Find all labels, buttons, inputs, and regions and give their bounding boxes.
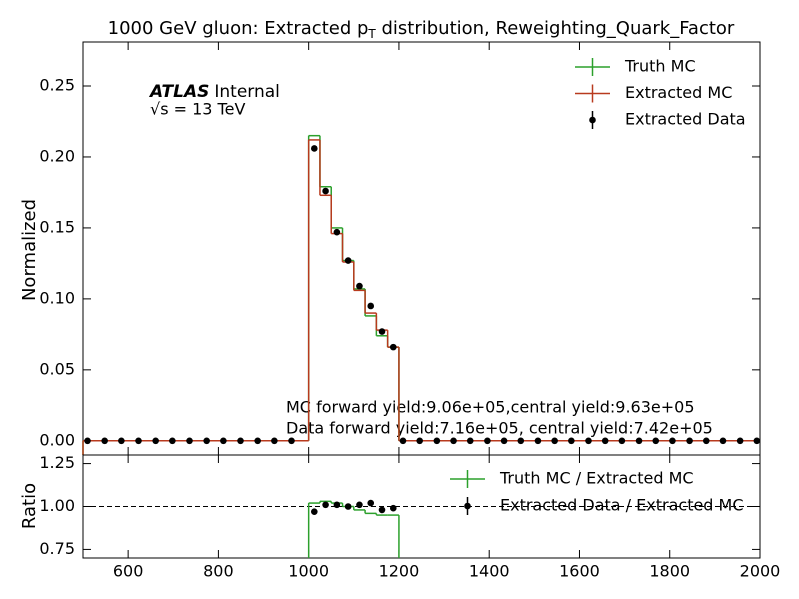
data-point	[322, 187, 329, 195]
x-tick-label: 1800	[649, 562, 690, 581]
data-point	[84, 437, 91, 445]
x-tick-label: 1000	[288, 562, 329, 581]
legend-marker	[589, 116, 596, 124]
data-point	[356, 282, 363, 290]
legend-marker	[464, 502, 471, 510]
data-point	[753, 437, 761, 445]
y-axis-label: Normalized	[19, 199, 40, 301]
data-point	[118, 437, 125, 445]
data-point	[736, 437, 744, 445]
y-tick-label: 0.15	[39, 217, 75, 236]
x-tick-label: 600	[113, 562, 144, 581]
data-point	[356, 501, 363, 509]
data-point	[333, 501, 341, 509]
data-point	[389, 504, 397, 512]
data-point	[288, 437, 295, 445]
data-point	[450, 437, 457, 445]
y-tick-label: 0.00	[39, 430, 75, 449]
data-point	[101, 437, 108, 445]
x-tick-label: 800	[203, 562, 234, 581]
title-subscript: T	[367, 27, 376, 41]
data-point	[135, 437, 142, 445]
annotation: MC forward yield:9.06e+05,central yield:…	[286, 398, 695, 417]
data-point	[517, 437, 525, 445]
data-point	[220, 437, 227, 445]
status: Internal	[214, 82, 280, 102]
legend-label: Extracted Data / Extracted MC	[500, 496, 744, 515]
data-point	[652, 437, 660, 445]
data-point	[237, 437, 244, 445]
data-point	[254, 437, 261, 445]
legend-label: Truth MC / Extracted MC	[499, 469, 694, 488]
data-point	[618, 437, 626, 445]
x-tick-label: 1200	[379, 562, 420, 581]
data-point	[311, 145, 318, 152]
data-point	[203, 437, 210, 445]
data-point	[333, 228, 341, 236]
data-point	[702, 437, 710, 445]
energy-label: √s = 13 TeV	[150, 100, 245, 119]
data-point	[585, 437, 592, 445]
data-point	[271, 437, 278, 445]
data-point	[378, 506, 386, 514]
experiment-label: ATLAS Internal	[148, 82, 280, 102]
data-point	[367, 499, 375, 507]
data-point	[500, 437, 508, 445]
data-point	[389, 343, 397, 351]
data-point	[367, 302, 375, 310]
data-point	[534, 437, 542, 445]
data-point	[152, 437, 159, 445]
data-point	[551, 437, 558, 445]
data-point	[719, 437, 727, 445]
data-point	[169, 437, 176, 445]
legend-label: Truth MC	[624, 57, 696, 76]
y-axis-label: Ratio	[19, 483, 40, 529]
data-point	[601, 437, 609, 445]
y-tick-label: 1.00	[39, 496, 75, 515]
chart-title: 1000 GeV gluon: Extracted pT distributio…	[108, 18, 735, 41]
data-point	[344, 257, 352, 264]
data-point	[669, 437, 676, 445]
y-tick-label: 1.25	[39, 453, 75, 472]
y-tick-label: 0.25	[39, 75, 75, 94]
y-tick-label: 0.05	[39, 359, 75, 378]
title-text: 1000 GeV gluon: Extracted p	[108, 18, 369, 39]
x-tick-label: 2000	[740, 562, 781, 581]
data-point	[484, 437, 491, 445]
data-point	[416, 437, 423, 445]
y-tick-label: 0.75	[39, 539, 75, 558]
data-point	[344, 503, 352, 510]
data-point	[311, 508, 318, 515]
data-point	[378, 328, 386, 335]
data-point	[466, 437, 474, 445]
data-point	[186, 437, 193, 445]
annotation: Data forward yield:7.16e+05, central yie…	[286, 419, 713, 438]
data-point	[433, 437, 441, 445]
legend-label: Extracted MC	[625, 83, 732, 102]
data-point	[322, 501, 329, 509]
experiment: ATLAS	[148, 82, 209, 102]
data-point	[399, 437, 407, 445]
data-point	[686, 437, 693, 445]
legend-label: Extracted Data	[625, 110, 746, 129]
data-point	[568, 437, 575, 445]
x-tick-label: 1400	[469, 562, 510, 581]
x-tick-label: 1600	[559, 562, 600, 581]
y-tick-label: 0.20	[39, 146, 75, 165]
title-text: distribution, Reweighting_Quark_Factor	[376, 18, 735, 39]
y-tick-label: 0.10	[39, 288, 75, 307]
data-point	[635, 437, 643, 445]
